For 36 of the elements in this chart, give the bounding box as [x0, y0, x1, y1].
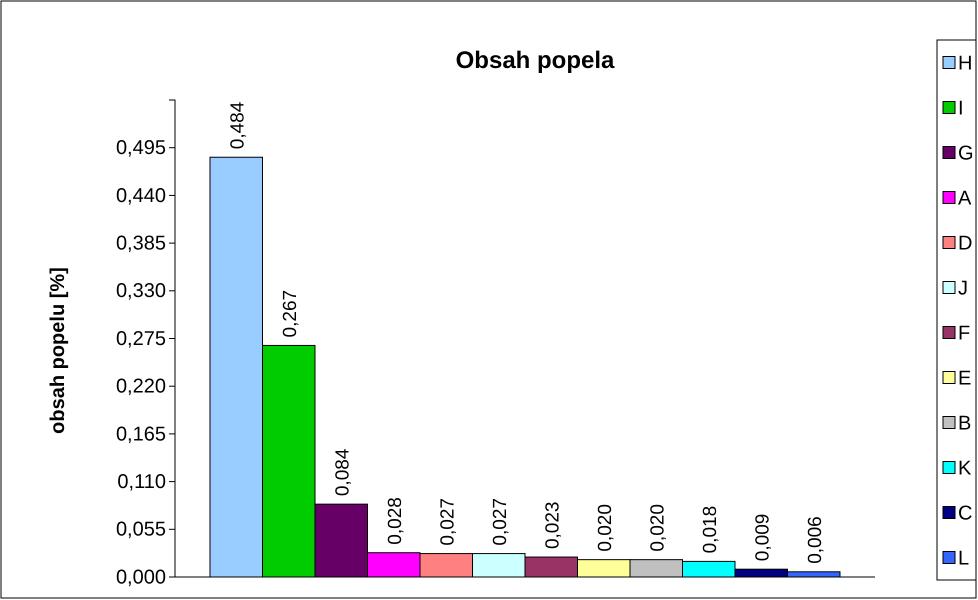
- y-tick-label: 0,330: [116, 280, 166, 302]
- y-tick-label: 0,000: [116, 566, 166, 588]
- data-label: 0,484: [227, 101, 248, 150]
- data-label: 0,267: [280, 290, 301, 338]
- chart-title: Obsah popela: [456, 47, 615, 74]
- legend-label: K: [958, 458, 972, 480]
- legend-label: D: [958, 232, 972, 254]
- y-tick-label: 0,220: [116, 376, 166, 398]
- legend-label: I: [958, 98, 964, 120]
- y-tick-label: 0,110: [117, 471, 166, 493]
- y-tick-label: 0,495: [116, 137, 166, 160]
- y-tick-label: 0,165: [116, 423, 166, 446]
- data-label: 0,006: [804, 516, 826, 564]
- data-label: 0,023: [542, 502, 564, 550]
- data-label: 0,018: [700, 506, 721, 554]
- legend-label: F: [958, 322, 970, 344]
- y-tick-label: 0,440: [116, 184, 166, 207]
- legend-label: E: [958, 368, 972, 390]
- legend-label: A: [958, 188, 972, 210]
- data-label: 0,027: [490, 498, 511, 546]
- data-label: 0,084: [332, 448, 354, 496]
- legend-label: G: [958, 142, 974, 164]
- legend-label: L: [958, 548, 970, 570]
- y-tick-label: 0,275: [116, 328, 166, 350]
- legend-label: J: [958, 278, 968, 300]
- data-label: 0,020: [647, 504, 668, 552]
- y-axis-title: obsah popelu [%]: [47, 267, 69, 434]
- y-tick-label: 0,385: [116, 232, 166, 254]
- legend-label: H: [958, 52, 972, 74]
- data-label: 0,009: [752, 514, 774, 562]
- data-label: 0,020: [594, 504, 616, 552]
- y-tick-label: 0,055: [116, 518, 166, 541]
- data-label: 0,027: [437, 498, 458, 546]
- legend-label: C: [958, 502, 972, 524]
- legend-label: B: [958, 412, 972, 434]
- data-label: 0,028: [384, 497, 406, 545]
